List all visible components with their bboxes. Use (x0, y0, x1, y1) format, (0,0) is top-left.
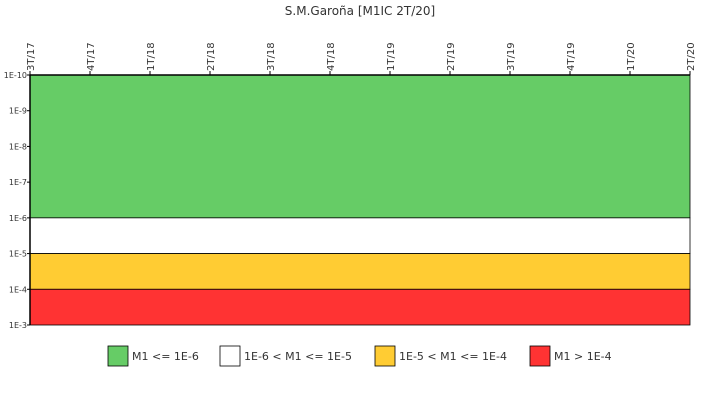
x-tick-label: 3T/17 (26, 42, 37, 71)
x-tick-label: 1T/19 (386, 42, 397, 71)
chart-title: S.M.Garoña [M1IC 2T/20] (285, 4, 435, 18)
band (29, 217, 691, 254)
legend-swatch (529, 345, 551, 367)
legend-label: 1E-6 < M1 <= 1E-5 (244, 350, 352, 363)
legend-label: M1 <= 1E-6 (132, 350, 199, 363)
x-tick-label: 2T/18 (206, 42, 217, 71)
y-tick-label: 1E-7 (9, 178, 27, 187)
x-tick-label: 2T/20 (686, 42, 697, 71)
x-tick-label: 1T/18 (146, 42, 157, 71)
band (29, 74, 691, 219)
band (29, 253, 691, 290)
legend-label: M1 > 1E-4 (554, 350, 612, 363)
x-tick-label: 4T/18 (326, 42, 337, 71)
y-tick-label: 1E-9 (9, 107, 27, 116)
y-tick-label: 1E-5 (9, 250, 27, 259)
x-tick-label: 4T/19 (566, 42, 577, 71)
x-tick-label: 1T/20 (626, 42, 637, 71)
x-tick-label: 3T/19 (506, 42, 517, 71)
legend-swatch (219, 345, 241, 367)
x-tick-label: 3T/18 (266, 42, 277, 71)
y-tick-label: 1E-4 (9, 285, 27, 294)
x-tick-label: 4T/17 (86, 42, 97, 71)
legend-swatch (374, 345, 396, 367)
y-tick-label: 1E-6 (9, 214, 27, 223)
legend-label: 1E-5 < M1 <= 1E-4 (399, 350, 507, 363)
legend-swatch (107, 345, 129, 367)
y-tick-label: 1E-3 (9, 321, 27, 330)
band (29, 288, 691, 326)
y-tick-label: 1E-8 (9, 142, 27, 151)
y-tick-label: 1E-10 (4, 71, 27, 80)
x-tick-label: 2T/19 (446, 42, 457, 71)
